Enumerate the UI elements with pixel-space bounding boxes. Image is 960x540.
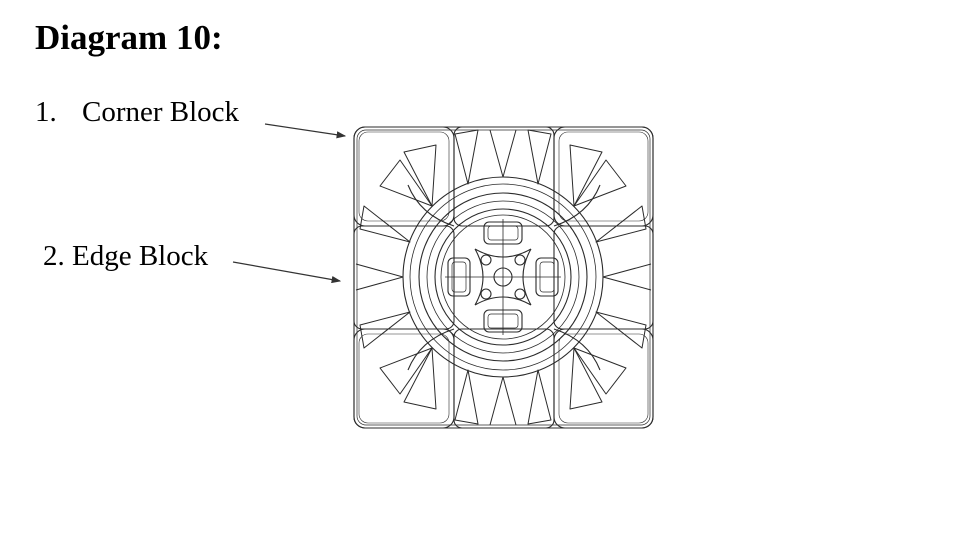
center-tab-bottom	[483, 309, 523, 333]
center-tab-left	[447, 257, 471, 297]
corner-pointer-arrow	[264, 123, 347, 139]
label-corner-number: 1.	[35, 96, 57, 128]
label-corner-text: Corner Block	[82, 96, 240, 128]
center-tab-right	[535, 257, 559, 297]
slide-title: Diagram 10:	[35, 18, 223, 57]
label-edge-number: 2.	[43, 240, 65, 272]
center-tab-top	[483, 221, 523, 245]
edge-pointer-arrow	[232, 261, 342, 284]
label-edge-block: 2. Edge Block	[43, 240, 208, 273]
label-corner-block: 1. Corner Block	[35, 96, 239, 129]
cube-drawing	[353, 126, 654, 429]
center-cross	[445, 219, 561, 335]
center-piece	[434, 208, 572, 346]
cube-outline	[353, 126, 654, 429]
label-edge-text: Edge Block	[72, 240, 209, 272]
corner-piece-bottom-right	[553, 328, 654, 429]
corner-piece-top-left	[353, 126, 455, 227]
